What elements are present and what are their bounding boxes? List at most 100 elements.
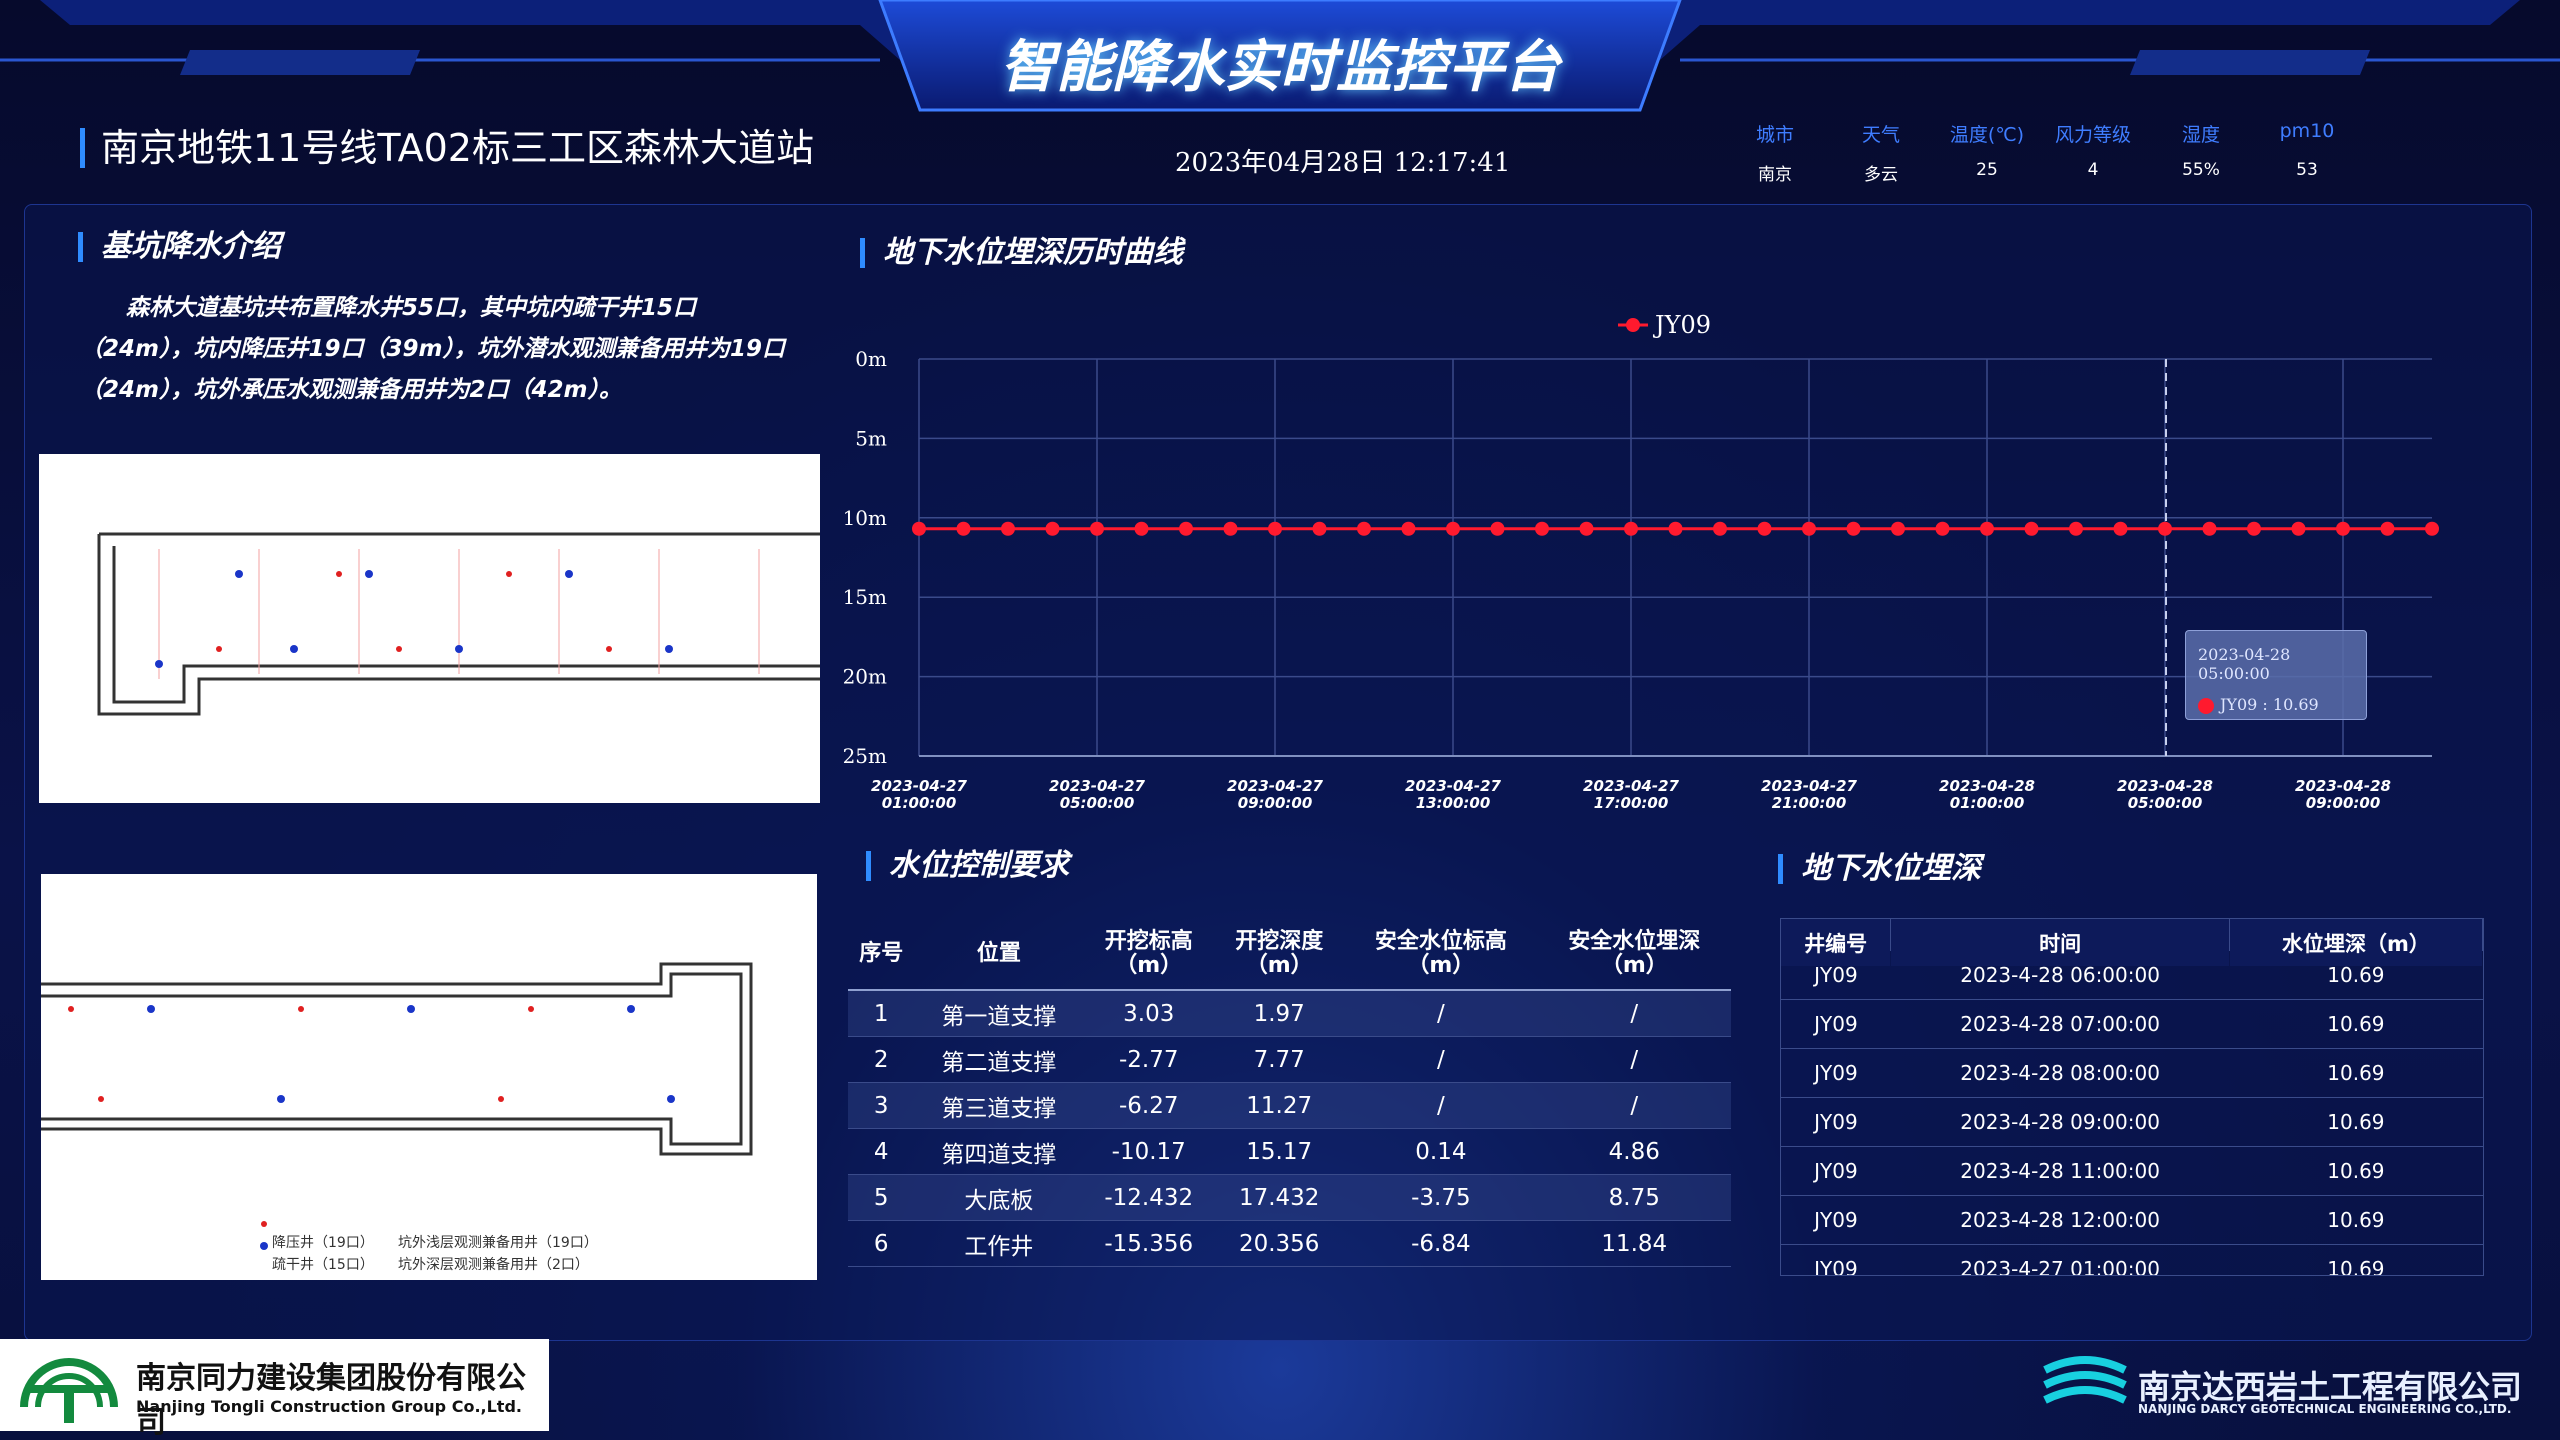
depth-table: 井编号 时间 水位埋深（m） JY09 2023-4-28 06:00:00 10.69 J…	[1781, 919, 2483, 1275]
datetime: 2023年04月28日 12:17:41	[1175, 148, 1511, 178]
cell: 4.86	[1537, 1128, 1731, 1175]
cell: 大底板	[914, 1174, 1084, 1221]
cell: 6	[848, 1220, 915, 1267]
cell: 20.356	[1214, 1220, 1345, 1267]
cell: JY09	[1781, 1195, 1891, 1245]
intro-text: 森林大道基坑共布置降水井55口，其中坑内疏干井15口（24m），坑内降压井19口…	[80, 295, 785, 403]
weather-value: 25	[1976, 160, 1998, 180]
company-name: 南京达西岩土工程有限公司	[2138, 1368, 2523, 1406]
section-title: 基坑降水介绍	[78, 232, 281, 262]
header-cell: 水位埋深（m）	[2229, 919, 2483, 967]
data-point	[1668, 521, 1683, 536]
weather-header: 湿度	[2181, 124, 2220, 146]
cell: 2023-4-28 12:00:00	[1890, 1195, 2230, 1245]
x-tick-label: 2023-04-27 21:00:00	[1761, 777, 1857, 812]
data-point	[2069, 521, 2083, 536]
data-point	[2247, 521, 2261, 536]
cell: 3	[848, 1082, 915, 1129]
tooltip-label: JY09 : 10.69	[2198, 695, 2366, 714]
cell: 5	[848, 1174, 915, 1221]
data-point	[1802, 521, 1816, 536]
row: 5 大底板 -12.432 17.432 -3.75 8.75	[848, 1174, 1731, 1221]
legend-marker	[1626, 318, 1640, 332]
cell: -6.84	[1344, 1220, 1538, 1267]
site-plan-2	[41, 874, 817, 1280]
y-tick-label: 25m	[843, 744, 887, 768]
cell: JY09	[1781, 999, 1891, 1049]
row: JY09 2023-4-28 08:00:00 10.69	[1781, 1048, 2483, 1098]
row: JY09 2023-4-28 07:00:00 10.69	[1781, 999, 2483, 1049]
cell: 2023-4-28 09:00:00	[1890, 1097, 2230, 1147]
row: JY09 2023-4-27 01:00:00 10.69	[1781, 1244, 2483, 1275]
data-point	[1401, 521, 1416, 536]
data-point	[2291, 521, 2306, 536]
weather-value: 南京	[1758, 165, 1792, 185]
x-tick-label: 2023-04-27 09:00:00	[1227, 777, 1323, 812]
data-point	[2024, 521, 2039, 536]
cell: 0.14	[1344, 1128, 1538, 1175]
tooltip-dot	[2198, 697, 2214, 714]
data-point	[2202, 521, 2217, 536]
cell: -3.75	[1344, 1174, 1538, 1221]
company-name: 南京同力建设集团股份有限公司	[136, 1361, 526, 1440]
header-frame	[0, 0, 2560, 112]
y-tick-label: 20m	[843, 665, 887, 689]
cell: 第一道支撑	[914, 990, 1084, 1037]
y-tick-label: 0m	[855, 347, 887, 371]
header-cell: 时间	[1890, 919, 2230, 967]
data-point	[1891, 521, 1905, 536]
x-tick-label: 2023-04-28 01:00:00	[1939, 777, 2035, 812]
cell: 1.97	[1214, 990, 1345, 1037]
cell: /	[1344, 1082, 1538, 1129]
weather-header: 温度(℃)	[1949, 124, 2025, 146]
cell: /	[1537, 1082, 1731, 1129]
section-title: 地下水位埋深	[1778, 854, 1981, 884]
cell: JY09	[1781, 1244, 1891, 1275]
data-point	[1757, 521, 1772, 536]
cell: JY09	[1781, 1048, 1891, 1098]
row: JY09 2023-4-28 12:00:00 10.69	[1781, 1195, 2483, 1245]
header-cell: 开挖深度 （m）	[1214, 919, 1345, 991]
cell: 2	[848, 1036, 915, 1083]
weather-header: 城市	[1755, 124, 1794, 146]
section-title: 水位控制要求	[866, 851, 1069, 881]
cell: 2023-4-28 08:00:00	[1890, 1048, 2230, 1098]
data-point	[1134, 521, 1149, 536]
section-title: 地下水位埋深历时曲线	[860, 238, 1183, 268]
data-point	[1490, 521, 1505, 536]
data-point	[1357, 521, 1371, 536]
header-row: 序号 位置 开挖标高 （m） 开挖深度 （m） 安全水位标高 （m） 安全水位埋深 （m）	[848, 919, 1731, 991]
header-row: 井编号 时间 水位埋深（m）	[1781, 919, 2483, 967]
data-point	[1312, 521, 1327, 536]
site-plan-1	[39, 454, 820, 803]
cell: 17.432	[1214, 1174, 1345, 1221]
cell: 第三道支撑	[914, 1082, 1084, 1129]
row: JY09 2023-4-28 11:00:00 10.69	[1781, 1146, 2483, 1196]
weather-value: 55%	[2182, 160, 2220, 180]
cell: /	[1344, 1036, 1538, 1083]
cell: 15.17	[1214, 1128, 1345, 1175]
data-point	[2158, 521, 2172, 536]
tooltip-time: 2023-04-28 05:00:00	[2198, 645, 2291, 683]
cell: 10.69	[2229, 1195, 2483, 1245]
cell: 10.69	[2229, 1048, 2483, 1098]
cell: -15.356	[1083, 1220, 1215, 1267]
cell: 2023-4-28 11:00:00	[1890, 1146, 2230, 1196]
legend-text: 坑外浅层观测兼备用井（19口）	[398, 1235, 598, 1251]
header-cell: 序号	[848, 919, 915, 991]
row: JY09 2023-4-28 09:00:00 10.69	[1781, 1097, 2483, 1147]
data-point	[1846, 521, 1861, 536]
header-cell: 安全水位埋深 （m）	[1537, 919, 1731, 991]
control-table: 序号 位置 开挖标高 （m） 开挖深度 （m） 安全水位标高 （m） 安全水位埋深 （m）…	[848, 919, 1731, 1267]
cell: 2023-4-28 07:00:00	[1890, 999, 2230, 1049]
tooltip: 2023-04-28 05:00:00 JY09 : 10.69	[2185, 630, 2367, 720]
project-name: 南京地铁11号线TA02标三工区森林大道站	[80, 128, 814, 168]
x-tick-label: 2023-04-27 17:00:00	[1583, 777, 1679, 812]
cell: 10.69	[2229, 1146, 2483, 1196]
cell: 3.03	[1083, 990, 1215, 1037]
cell: -10.17	[1083, 1128, 1215, 1175]
cell: 11.27	[1214, 1082, 1345, 1129]
data-point	[1001, 521, 1015, 536]
cell: JY09	[1781, 1097, 1891, 1147]
